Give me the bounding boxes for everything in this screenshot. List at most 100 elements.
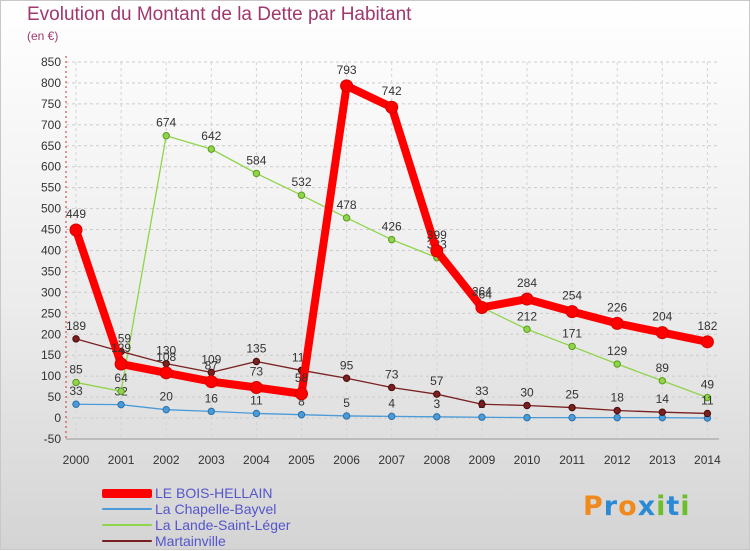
data-point (475, 300, 489, 314)
data-point (295, 387, 308, 401)
y-tick-label: 300 (41, 285, 61, 299)
logo-letter: i (656, 491, 667, 522)
data-label: 14 (656, 392, 670, 406)
data-point (72, 378, 80, 387)
x-tick-label: 2003 (198, 453, 225, 467)
legend-swatch (102, 488, 152, 498)
x-tick-label: 2013 (649, 453, 676, 467)
legend-label: La Chapelle-Bayvel (155, 501, 277, 517)
data-label: 30 (520, 385, 534, 399)
data-point (433, 390, 441, 398)
y-tick-label: 50 (48, 390, 62, 404)
legend-swatch (102, 508, 152, 510)
legend-item: La Chapelle-Bayvel (102, 501, 290, 517)
data-point (658, 408, 666, 416)
x-tick-label: 2002 (153, 453, 180, 467)
data-point (478, 400, 486, 408)
data-label: 674 (156, 116, 176, 130)
x-tick-label: 2004 (243, 453, 270, 467)
data-label: 129 (607, 344, 627, 358)
data-label: 204 (652, 310, 672, 324)
data-label: 742 (382, 84, 402, 98)
x-tick-label: 2014 (694, 453, 721, 467)
data-label: 212 (517, 309, 537, 323)
data-label: 87 (205, 359, 219, 373)
y-tick-label: 500 (41, 202, 61, 216)
data-point (430, 244, 444, 258)
y-tick-label: 100 (41, 369, 61, 383)
legend-label: Martainville (155, 533, 226, 549)
y-tick-label: 0 (54, 411, 61, 425)
y-tick-label: 250 (41, 306, 61, 320)
data-point (162, 405, 170, 414)
data-point (523, 413, 531, 422)
data-point (388, 235, 396, 244)
data-point (613, 406, 621, 415)
data-label: 135 (246, 342, 266, 356)
y-tick-label: 350 (41, 264, 61, 278)
data-point (703, 409, 712, 418)
data-label: 8 (298, 395, 305, 409)
x-tick-label: 2007 (378, 453, 405, 467)
data-label: 399 (427, 228, 447, 242)
data-point (342, 214, 351, 222)
data-point (252, 357, 261, 366)
data-point (613, 360, 621, 368)
x-tick-label: 2005 (288, 453, 315, 467)
data-point (207, 145, 216, 153)
data-label: 11 (250, 393, 263, 407)
data-label: 130 (156, 344, 176, 358)
data-label: 449 (66, 207, 86, 221)
data-point (520, 292, 534, 306)
legend-swatch (102, 524, 152, 526)
y-tick-label: 650 (41, 139, 61, 153)
data-point (700, 335, 714, 349)
logo-letter: i (680, 491, 691, 522)
logo-letter: P (583, 491, 604, 522)
y-tick-label: 400 (41, 244, 61, 258)
data-point (388, 412, 396, 421)
data-label: 642 (201, 129, 221, 143)
y-tick-label: 550 (41, 181, 61, 195)
data-label: 4 (388, 396, 395, 410)
data-point (703, 393, 712, 402)
data-point (565, 305, 579, 319)
data-label: 189 (66, 319, 86, 333)
data-label: 171 (562, 326, 582, 340)
data-point (385, 100, 399, 114)
y-tick-label: 800 (41, 76, 61, 90)
data-point (69, 223, 83, 237)
data-label: 284 (517, 276, 537, 290)
data-label: 89 (656, 361, 670, 375)
data-label: 73 (385, 367, 399, 381)
y-tick-label: 700 (41, 118, 61, 132)
data-point (388, 383, 396, 392)
data-point (523, 401, 531, 410)
data-point (568, 413, 576, 422)
data-label: 33 (69, 384, 83, 398)
data-point (249, 380, 263, 394)
logo-letter: o (618, 491, 638, 522)
data-point (478, 413, 486, 421)
legend-label: LE BOIS-HELLAIN (155, 485, 273, 501)
data-label: 478 (337, 198, 357, 212)
data-label: 109 (201, 352, 221, 366)
data-label: 5 (343, 396, 350, 410)
data-point (340, 79, 354, 93)
data-label: 64 (114, 371, 128, 385)
data-label: 108 (156, 350, 176, 364)
data-point (207, 407, 216, 416)
data-label: 793 (337, 63, 357, 77)
y-tick-label: 600 (41, 160, 61, 174)
y-tick-label: 150 (41, 348, 61, 362)
logo-letter: x (637, 491, 657, 522)
data-label: 73 (250, 364, 264, 378)
data-point (204, 375, 218, 389)
data-point (523, 325, 531, 333)
proxiti-logo: Proxiti (583, 491, 691, 522)
data-label: 182 (697, 319, 717, 333)
data-point (117, 400, 125, 409)
y-tick-label: 850 (41, 55, 61, 69)
